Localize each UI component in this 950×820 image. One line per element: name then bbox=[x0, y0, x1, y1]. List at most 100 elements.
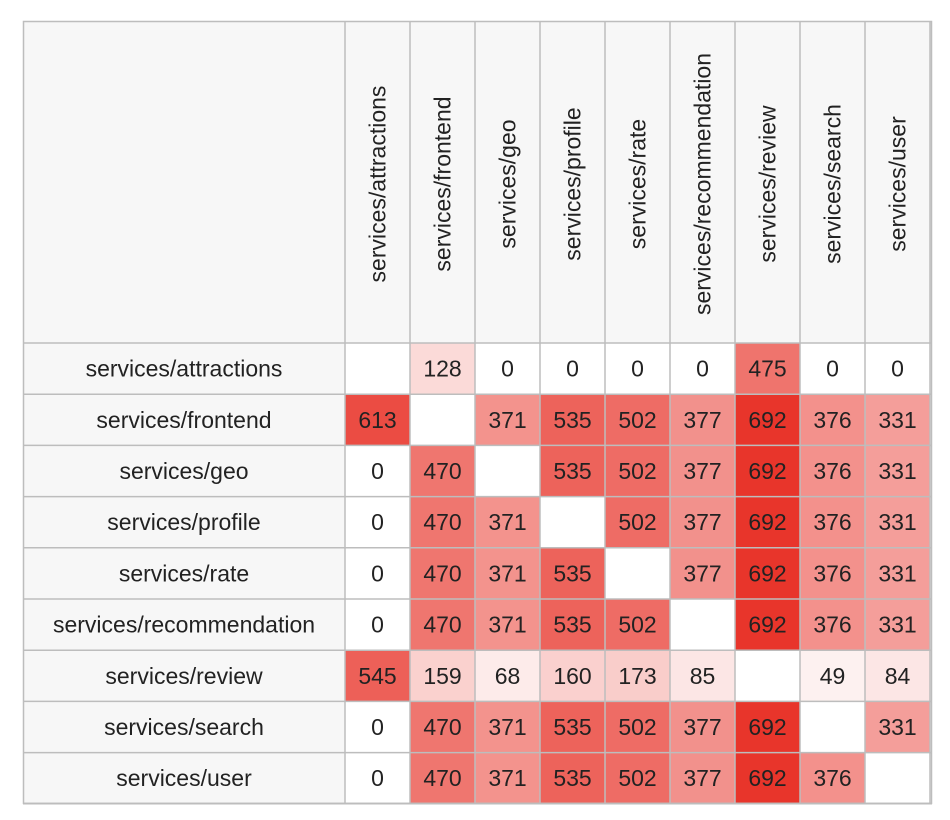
matrix-cell bbox=[735, 650, 800, 702]
matrix-cell bbox=[345, 394, 410, 446]
matrix-cell bbox=[475, 445, 540, 497]
matrix-cell-value: 376 bbox=[813, 458, 851, 484]
matrix-cell bbox=[800, 599, 865, 651]
matrix-cell-value: 160 bbox=[553, 663, 591, 689]
matrix-cell-value: 376 bbox=[813, 560, 851, 586]
matrix-cell bbox=[670, 496, 735, 548]
matrix-cell-value: 613 bbox=[358, 407, 396, 433]
matrix-cell-value: 502 bbox=[618, 509, 656, 535]
matrix-cell-value: 470 bbox=[423, 509, 461, 535]
matrix-cell bbox=[475, 701, 540, 753]
matrix-cell bbox=[735, 701, 800, 753]
matrix-cell bbox=[865, 650, 930, 702]
matrix-cell bbox=[345, 650, 410, 702]
matrix-cell bbox=[475, 394, 540, 446]
matrix-cell-value: 376 bbox=[813, 407, 851, 433]
matrix-cell bbox=[865, 445, 930, 497]
matrix-cell-value: 692 bbox=[748, 407, 786, 433]
matrix-cell bbox=[800, 701, 865, 753]
matrix-cell bbox=[605, 343, 670, 395]
matrix-cell-value: 371 bbox=[488, 407, 526, 433]
row-header-label: services/geo bbox=[119, 458, 248, 484]
matrix-cell bbox=[540, 496, 605, 548]
matrix-cell bbox=[475, 547, 540, 599]
matrix-cell-value: 331 bbox=[878, 714, 916, 740]
matrix-cell bbox=[410, 650, 475, 702]
matrix-cell bbox=[605, 394, 670, 446]
matrix-cell bbox=[410, 343, 475, 395]
matrix-cell-value: 692 bbox=[748, 458, 786, 484]
matrix-cell bbox=[540, 650, 605, 702]
matrix-cell-value: 371 bbox=[488, 765, 526, 791]
matrix-cell-value: 0 bbox=[371, 560, 384, 586]
matrix-cell bbox=[735, 343, 800, 395]
matrix-cell bbox=[800, 496, 865, 548]
matrix-cell-value: 331 bbox=[878, 509, 916, 535]
matrix-cell bbox=[410, 752, 475, 804]
matrix-cell-value: 502 bbox=[618, 612, 656, 638]
matrix-cell-value: 49 bbox=[820, 663, 846, 689]
row-header-label: services/review bbox=[105, 663, 263, 689]
matrix-cell bbox=[410, 445, 475, 497]
column-header-label: services/recommendation bbox=[690, 53, 716, 315]
matrix-cell-value: 0 bbox=[371, 458, 384, 484]
matrix-cell-value: 376 bbox=[813, 509, 851, 535]
matrix-cell-value: 331 bbox=[878, 560, 916, 586]
matrix-cell bbox=[540, 394, 605, 446]
matrix-cell bbox=[670, 343, 735, 395]
matrix-cell bbox=[735, 394, 800, 446]
matrix-cell bbox=[605, 752, 670, 804]
matrix-cell-value: 535 bbox=[553, 765, 591, 791]
matrix-cell bbox=[475, 752, 540, 804]
matrix-cell-value: 377 bbox=[683, 560, 721, 586]
matrix-cell-value: 377 bbox=[683, 714, 721, 740]
column-header-label: services/attractions bbox=[365, 86, 391, 283]
matrix-cell-value: 535 bbox=[553, 612, 591, 638]
matrix-cell-value: 371 bbox=[488, 509, 526, 535]
matrix-cell bbox=[410, 701, 475, 753]
matrix-cell bbox=[800, 343, 865, 395]
matrix-cell bbox=[345, 496, 410, 548]
matrix-cell-value: 0 bbox=[371, 714, 384, 740]
matrix-cell-value: 502 bbox=[618, 458, 656, 484]
matrix-cell-value: 376 bbox=[813, 612, 851, 638]
column-header-label: services/user bbox=[885, 116, 911, 252]
matrix-cell-value: 0 bbox=[501, 356, 514, 382]
matrix-cell bbox=[605, 496, 670, 548]
matrix-cell-value: 475 bbox=[748, 356, 786, 382]
matrix-cell-value: 692 bbox=[748, 612, 786, 638]
matrix-cell-value: 128 bbox=[423, 356, 461, 382]
column-header-label: services/search bbox=[820, 104, 846, 264]
matrix-cell-value: 331 bbox=[878, 458, 916, 484]
matrix-cell bbox=[735, 599, 800, 651]
matrix-cell bbox=[345, 547, 410, 599]
matrix-cell-value: 692 bbox=[748, 560, 786, 586]
matrix-cell bbox=[800, 752, 865, 804]
matrix-cell-value: 470 bbox=[423, 765, 461, 791]
matrix-cell bbox=[345, 445, 410, 497]
matrix-cell-value: 470 bbox=[423, 458, 461, 484]
matrix-cell-value: 535 bbox=[553, 714, 591, 740]
matrix-cell bbox=[540, 599, 605, 651]
matrix-cell bbox=[735, 547, 800, 599]
row-header-label: services/search bbox=[104, 714, 264, 740]
column-header-label: services/profile bbox=[560, 107, 586, 260]
matrix-cell-value: 0 bbox=[631, 356, 644, 382]
matrix-cell bbox=[540, 701, 605, 753]
matrix-cell bbox=[865, 599, 930, 651]
matrix-cell bbox=[475, 599, 540, 651]
row-header-label: services/rate bbox=[119, 560, 249, 586]
matrix-cell-value: 377 bbox=[683, 509, 721, 535]
matrix-cell bbox=[800, 394, 865, 446]
matrix-cell bbox=[670, 752, 735, 804]
row-header-label: services/recommendation bbox=[53, 612, 315, 638]
matrix-cell bbox=[605, 599, 670, 651]
matrix-cell bbox=[475, 496, 540, 548]
matrix-cell-value: 376 bbox=[813, 765, 851, 791]
matrix-cell-value: 85 bbox=[690, 663, 716, 689]
matrix-cell-value: 470 bbox=[423, 714, 461, 740]
matrix-cell-value: 0 bbox=[826, 356, 839, 382]
matrix-cell-value: 535 bbox=[553, 407, 591, 433]
matrix-cell bbox=[345, 701, 410, 753]
matrix-cell bbox=[670, 394, 735, 446]
